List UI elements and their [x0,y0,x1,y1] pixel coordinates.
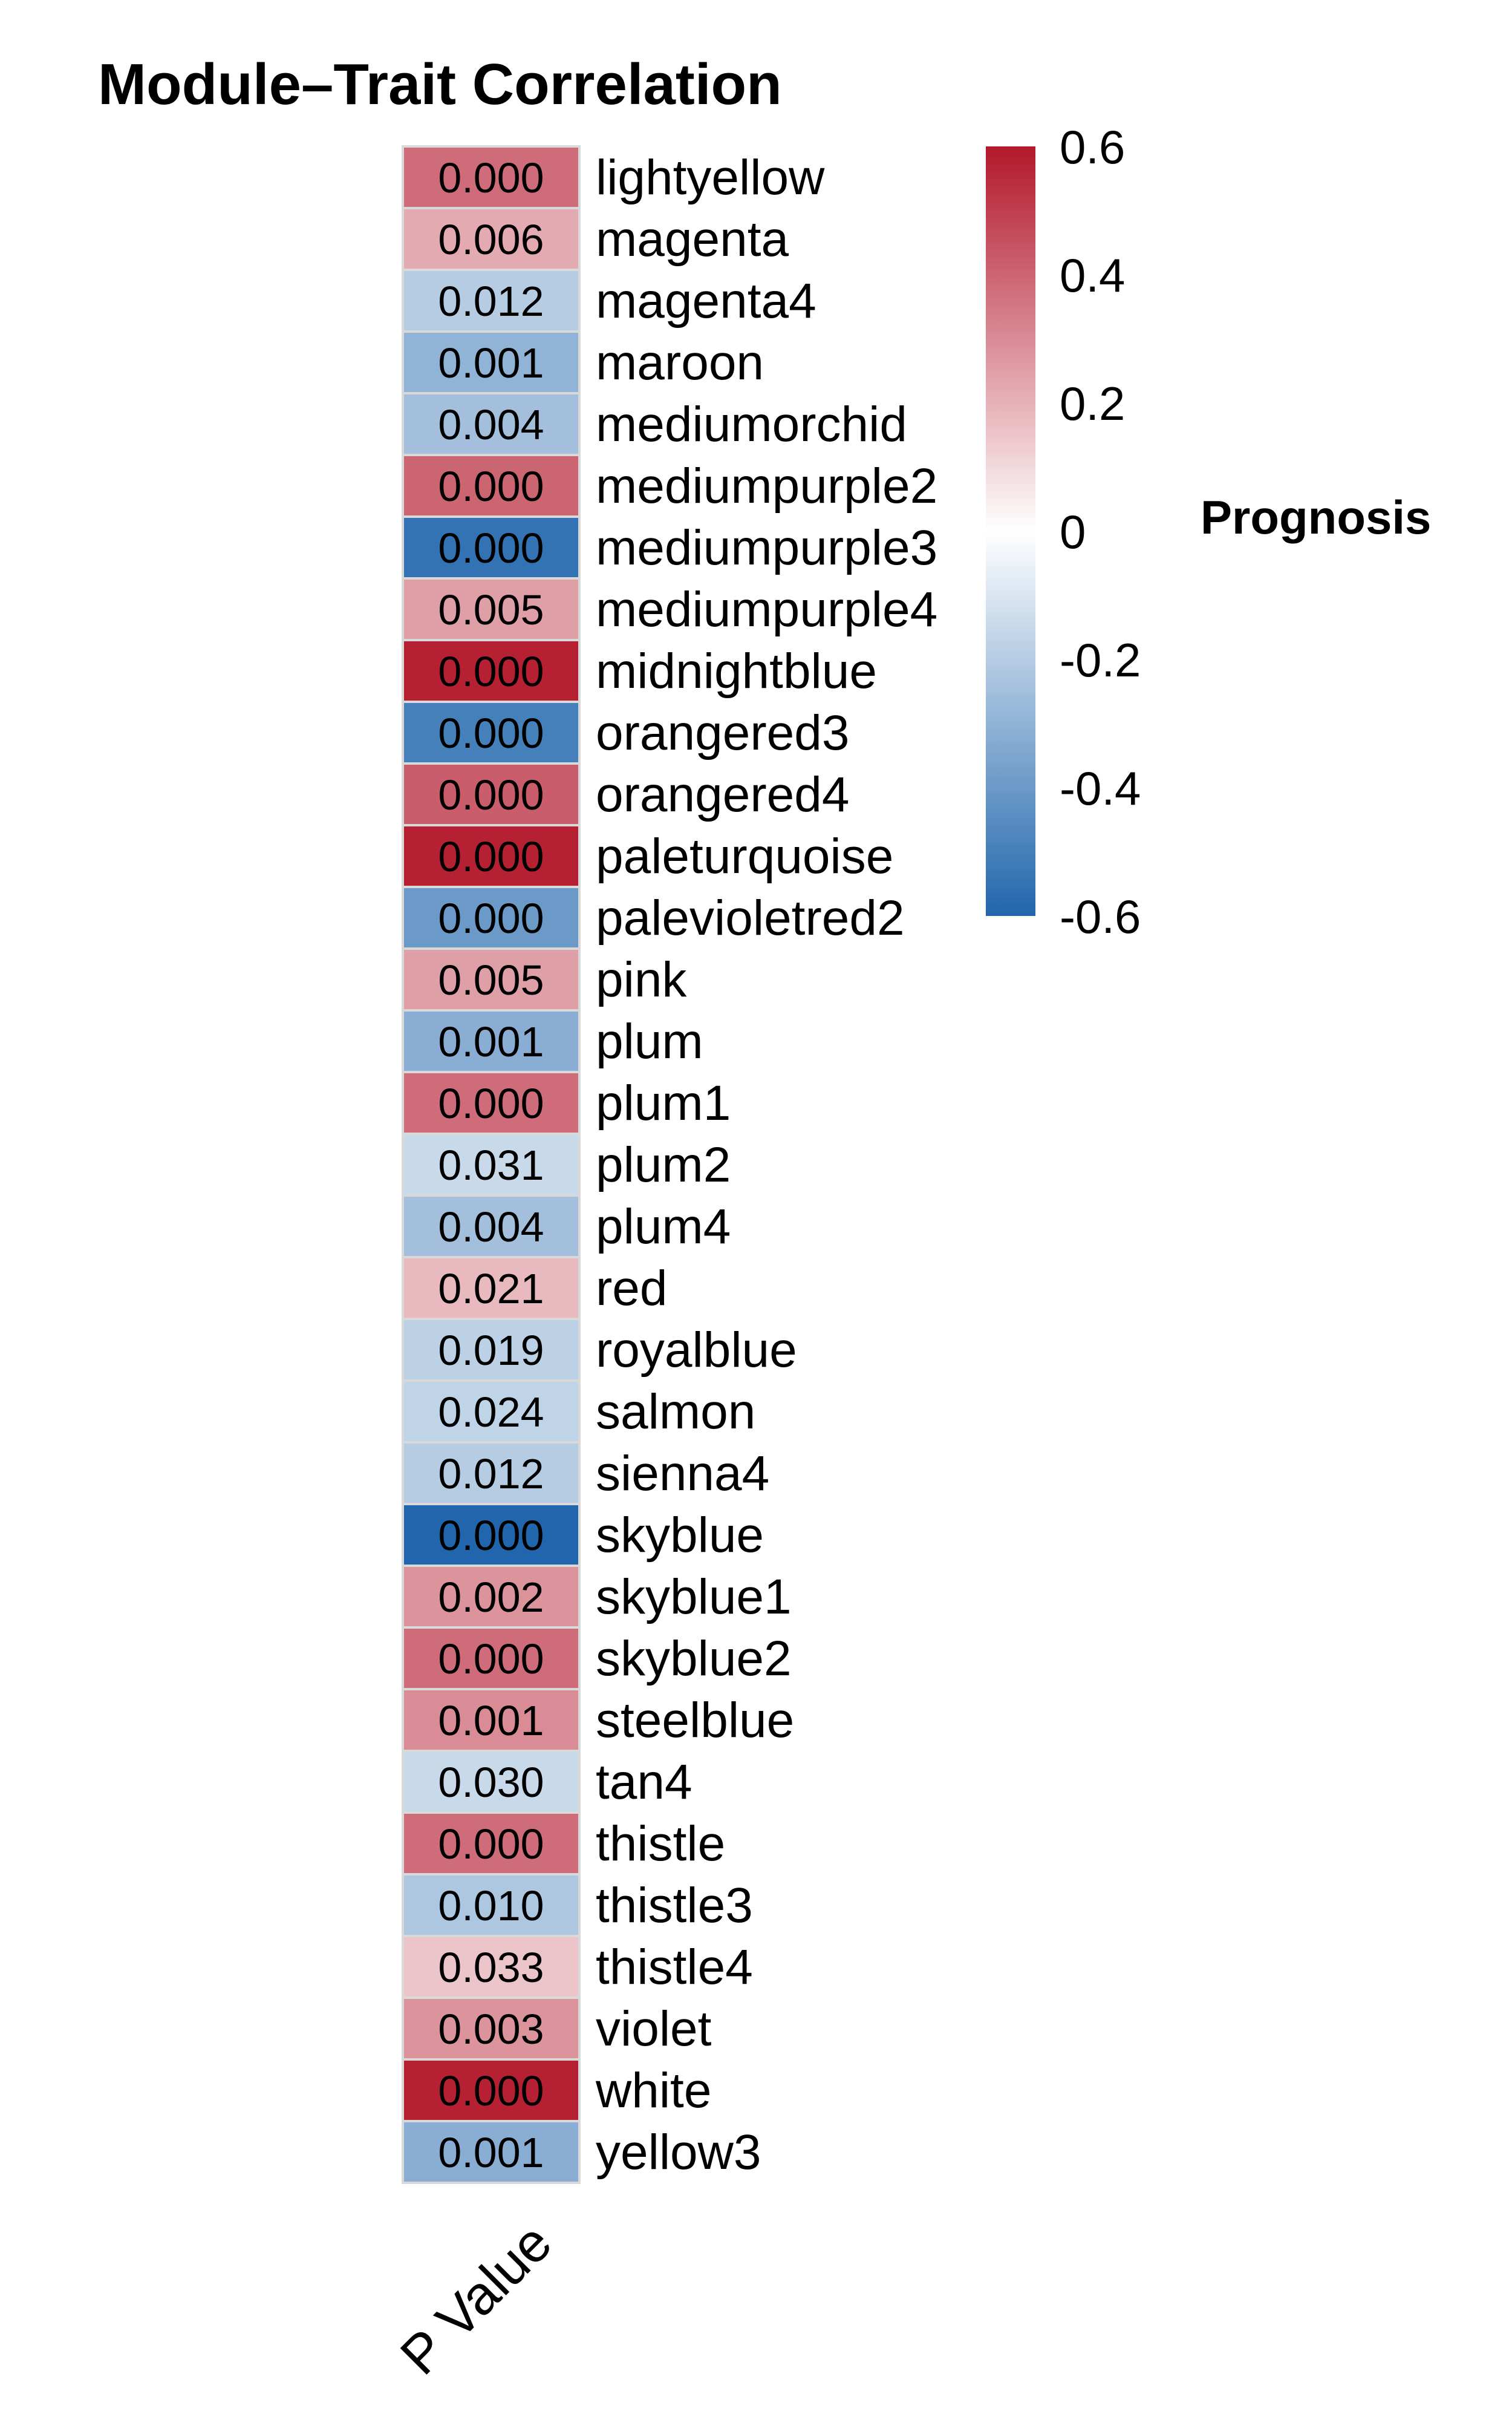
cell-p-value-salmon: 0.024 [438,1388,544,1436]
cell-p-value-mediumpurple4: 0.005 [438,586,544,633]
row-label-red: red [596,1261,668,1316]
row-label-magenta4: magenta4 [596,273,816,329]
row-label-sienna4: sienna4 [596,1446,769,1501]
row-label-thistle3: thistle3 [596,1878,753,1933]
row-label-midnightblue: midnightblue [596,644,877,699]
heatmap-cell-thistle [402,1811,581,1876]
row-label-mediumpurple2: mediumpurple2 [596,459,937,514]
cell-p-value-paleturquoise: 0.000 [438,833,544,880]
row-label-mediumorchid: mediumorchid [596,397,907,452]
cell-p-value-pink: 0.005 [438,957,544,1004]
row-label-thistle: thistle [596,1816,725,1871]
cell-p-value-yellow3: 0.001 [438,2129,544,2176]
legend-tick-label: -0.2 [1060,633,1141,687]
cell-p-value-sienna4: 0.012 [438,1450,544,1497]
heatmap-cell-paleturquoise [402,824,581,888]
row-label-plum2: plum2 [596,1137,731,1192]
legend-tick-label: -0.4 [1060,762,1141,815]
row-label-lightyellow: lightyellow [596,150,825,205]
cell-p-value-thistle4: 0.033 [438,1944,544,1991]
heatmap-cell-thistle3 [402,1873,581,1937]
cell-p-value-skyblue2: 0.000 [438,1635,544,1683]
heatmap-cell-sienna4 [402,1441,581,1505]
cell-p-value-mediumpurple2: 0.000 [438,463,544,510]
cell-p-value-plum1: 0.000 [438,1080,544,1127]
row-label-orangered3: orangered3 [596,705,849,760]
row-label-magenta: magenta [596,212,789,267]
row-label-skyblue1: skyblue1 [596,1569,792,1624]
cell-p-value-red: 0.021 [438,1265,544,1312]
row-label-tan4: tan4 [596,1754,692,1810]
cell-p-value-royalblue: 0.019 [438,1327,544,1374]
row-label-violet: violet [596,2001,712,2056]
row-label-plum4: plum4 [596,1199,731,1254]
legend-tick-label: 0.2 [1060,377,1125,430]
cell-p-value-midnightblue: 0.000 [438,648,544,695]
row-label-plum1: plum1 [596,1076,731,1131]
cell-p-value-thistle3: 0.010 [438,1882,544,1929]
row-label-steelblue: steelblue [596,1693,794,1748]
legend-tick-label: -0.6 [1060,890,1141,943]
row-label-skyblue2: skyblue2 [596,1631,792,1686]
cell-p-value-magenta: 0.006 [438,216,544,263]
cell-p-value-magenta4: 0.012 [438,278,544,325]
row-label-white: white [595,2063,711,2118]
cell-p-value-maroon: 0.001 [438,339,544,387]
row-label-pink: pink [596,952,687,1007]
legend-tick-label: 0.4 [1060,249,1125,302]
cell-p-value-violet: 0.003 [438,2006,544,2053]
cell-p-value-plum4: 0.004 [438,1203,544,1251]
heatmap-cell-orangered3 [402,701,581,765]
row-label-yellow3: yellow3 [596,2125,761,2180]
row-label-royalblue: royalblue [596,1323,797,1378]
row-label-thistle4: thistle4 [596,1940,753,1995]
cell-p-value-mediumorchid: 0.004 [438,401,544,448]
heatmap-border [402,145,581,2184]
cell-p-value-white: 0.000 [438,2067,544,2114]
row-label-mediumpurple4: mediumpurple4 [596,582,937,637]
row-label-paleturquoise: paleturquoise [596,829,893,884]
row-label-salmon: salmon [596,1384,755,1439]
cell-p-value-tan4: 0.030 [438,1759,544,1806]
heatmap-cell-pink [402,947,581,1012]
legend-ticks: 0.6 0.4 0.2 0 -0.2 -0.4 -0.6 [1060,120,1141,943]
cell-p-value-orangered4: 0.000 [438,771,544,819]
cell-p-value-steelblue: 0.001 [438,1697,544,1744]
row-label-orangered4: orangered4 [596,767,849,822]
row-labels: lightyellow magenta magenta4 maroon mediumor… [595,150,937,2180]
cell-p-value-palevioletred2: 0.000 [438,895,544,942]
row-label-maroon: maroon [596,335,764,390]
row-label-plum: plum [596,1014,703,1069]
cell-p-value-thistle: 0.000 [438,1820,544,1868]
legend-tick-label: 0.6 [1060,120,1125,174]
row-label-skyblue: skyblue [596,1508,764,1563]
legend-title: Prognosis [1201,491,1431,544]
row-label-mediumpurple3: mediumpurple3 [596,520,937,575]
heatmap-cell-violet [402,1996,581,2061]
heatmap-cells: 0.000 0.006 0.012 0.001 0.004 0.000 0.000 0.005… [402,145,581,2184]
row-label-palevioletred2: palevioletred2 [596,891,905,946]
heatmap-cell-red [402,1256,581,1320]
cell-p-value-orangered3: 0.000 [438,710,544,757]
chart-title: Module–Trait Correlation [98,52,782,117]
column-label: P Value [389,2212,564,2387]
heatmap-cell-royalblue [402,1318,581,1382]
cell-p-value-plum2: 0.031 [438,1142,544,1189]
heatmap-cell-salmon [402,1379,581,1444]
cell-p-value-mediumpurple3: 0.000 [438,525,544,572]
legend-color-bar [986,146,1035,916]
heatmap-cell-magenta [402,207,581,271]
cell-p-value-skyblue1: 0.002 [438,1574,544,1621]
heatmap-cell-skyblue [402,1503,581,1567]
cell-p-value-lightyellow: 0.000 [438,154,544,201]
cell-p-value-plum: 0.001 [438,1018,544,1065]
cell-p-value-skyblue: 0.000 [438,1512,544,1559]
legend-tick-label: 0 [1060,505,1086,558]
